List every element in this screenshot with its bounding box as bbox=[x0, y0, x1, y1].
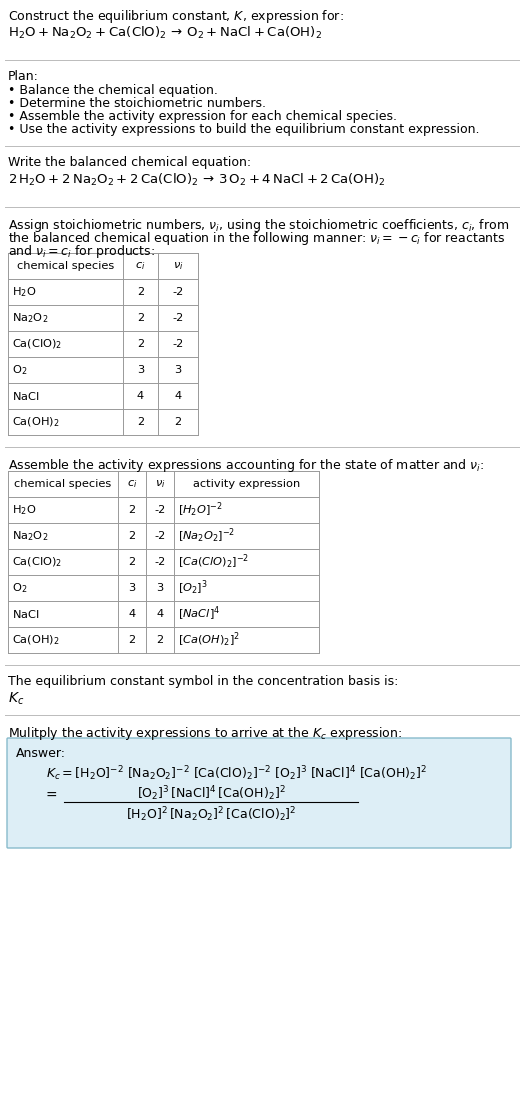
Text: • Assemble the activity expression for each chemical species.: • Assemble the activity expression for e… bbox=[8, 110, 397, 124]
Text: chemical species: chemical species bbox=[17, 261, 114, 271]
Text: $\mathdefault{2\,H_2O + 2\,Na_2O_2 + 2\,Ca(ClO)_2}$$\,\rightarrow\,$$\mathdefaul: $\mathdefault{2\,H_2O + 2\,Na_2O_2 + 2\,… bbox=[8, 172, 386, 189]
Text: 2: 2 bbox=[128, 557, 136, 567]
Text: 4: 4 bbox=[128, 609, 136, 619]
Text: 2: 2 bbox=[157, 635, 163, 645]
Text: $\nu_i$: $\nu_i$ bbox=[173, 260, 183, 272]
Text: Mulitply the activity expressions to arrive at the $K_c$ expression:: Mulitply the activity expressions to arr… bbox=[8, 725, 402, 742]
Text: 2: 2 bbox=[137, 313, 144, 323]
Text: $[Ca(ClO)_2]^{-2}$: $[Ca(ClO)_2]^{-2}$ bbox=[178, 553, 249, 571]
Text: 4: 4 bbox=[137, 390, 144, 401]
Text: $\mathdefault{H_2O}$: $\mathdefault{H_2O}$ bbox=[12, 503, 36, 517]
Text: $\mathdefault{Ca(ClO)_2}$: $\mathdefault{Ca(ClO)_2}$ bbox=[12, 555, 62, 569]
Text: 4: 4 bbox=[174, 390, 181, 401]
Text: $c_i$: $c_i$ bbox=[135, 260, 146, 272]
Text: Write the balanced chemical equation:: Write the balanced chemical equation: bbox=[8, 156, 251, 169]
Text: 3: 3 bbox=[137, 365, 144, 375]
Text: $K_c = [\mathrm{H_2O}]^{-2}$ $[\mathrm{Na_2O_2}]^{-2}$ $[\mathrm{Ca(ClO)_2}]^{-2: $K_c = [\mathrm{H_2O}]^{-2}$ $[\mathrm{N… bbox=[46, 764, 427, 783]
Text: -2: -2 bbox=[155, 557, 166, 567]
Text: $\mathdefault{Na_2O_2}$: $\mathdefault{Na_2O_2}$ bbox=[12, 529, 48, 543]
Text: $\nu_i$: $\nu_i$ bbox=[155, 478, 165, 490]
Text: Construct the equilibrium constant, $K$, expression for:: Construct the equilibrium constant, $K$,… bbox=[8, 8, 344, 25]
Text: $\mathdefault{Ca(OH)_2}$: $\mathdefault{Ca(OH)_2}$ bbox=[12, 415, 60, 429]
Text: $[NaCl]^4$: $[NaCl]^4$ bbox=[178, 604, 220, 623]
Text: $\mathdefault{H_2O + Na_2O_2 + Ca(ClO)_2}$$\,\rightarrow\,$$\mathdefault{O_2 + N: $\mathdefault{H_2O + Na_2O_2 + Ca(ClO)_2… bbox=[8, 25, 322, 41]
Text: $\mathdefault{O_2}$: $\mathdefault{O_2}$ bbox=[12, 581, 27, 595]
Text: 2: 2 bbox=[128, 505, 136, 515]
Text: the balanced chemical equation in the following manner: $\nu_i = -c_i$ for react: the balanced chemical equation in the fo… bbox=[8, 231, 506, 247]
Text: 2: 2 bbox=[137, 417, 144, 427]
Text: activity expression: activity expression bbox=[193, 479, 300, 489]
Text: Assemble the activity expressions accounting for the state of matter and $\nu_i$: Assemble the activity expressions accoun… bbox=[8, 457, 484, 474]
Text: chemical species: chemical species bbox=[14, 479, 112, 489]
Text: $\mathdefault{NaCl}$: $\mathdefault{NaCl}$ bbox=[12, 608, 40, 620]
Text: $\mathdefault{H_2O}$: $\mathdefault{H_2O}$ bbox=[12, 285, 36, 299]
Text: $[\mathrm{H_2O}]^2\,[\mathrm{Na_2O_2}]^2\,[\mathrm{Ca(ClO)_2}]^2$: $[\mathrm{H_2O}]^2\,[\mathrm{Na_2O_2}]^2… bbox=[126, 805, 296, 824]
Text: $[Ca(OH)_2]^2$: $[Ca(OH)_2]^2$ bbox=[178, 631, 240, 650]
Text: $\mathdefault{Na_2O_2}$: $\mathdefault{Na_2O_2}$ bbox=[12, 311, 48, 325]
Text: -2: -2 bbox=[155, 531, 166, 540]
Text: • Balance the chemical equation.: • Balance the chemical equation. bbox=[8, 84, 218, 97]
Text: -2: -2 bbox=[172, 339, 183, 349]
Text: 2: 2 bbox=[137, 339, 144, 349]
Text: 3: 3 bbox=[128, 583, 136, 593]
Text: $\mathdefault{Ca(OH)_2}$: $\mathdefault{Ca(OH)_2}$ bbox=[12, 633, 60, 646]
Text: 2: 2 bbox=[128, 635, 136, 645]
Text: 3: 3 bbox=[156, 583, 163, 593]
Text: $[H_2O]^{-2}$: $[H_2O]^{-2}$ bbox=[178, 501, 223, 520]
Text: -2: -2 bbox=[155, 505, 166, 515]
Text: Plan:: Plan: bbox=[8, 69, 39, 83]
Text: $c_i$: $c_i$ bbox=[127, 478, 137, 490]
Text: =: = bbox=[46, 789, 58, 803]
Text: Answer:: Answer: bbox=[16, 747, 66, 760]
Text: 2: 2 bbox=[174, 417, 181, 427]
Text: Assign stoichiometric numbers, $\nu_i$, using the stoichiometric coefficients, $: Assign stoichiometric numbers, $\nu_i$, … bbox=[8, 217, 509, 234]
Text: • Use the activity expressions to build the equilibrium constant expression.: • Use the activity expressions to build … bbox=[8, 124, 479, 136]
Text: -2: -2 bbox=[172, 313, 183, 323]
Text: and $\nu_i = c_i$ for products:: and $\nu_i = c_i$ for products: bbox=[8, 243, 155, 260]
FancyBboxPatch shape bbox=[7, 738, 511, 848]
Text: 4: 4 bbox=[157, 609, 163, 619]
Text: • Determine the stoichiometric numbers.: • Determine the stoichiometric numbers. bbox=[8, 97, 266, 110]
Text: $[O_2]^3$: $[O_2]^3$ bbox=[178, 579, 208, 597]
Text: 2: 2 bbox=[128, 531, 136, 540]
Text: 3: 3 bbox=[174, 365, 182, 375]
Text: $\mathdefault{NaCl}$: $\mathdefault{NaCl}$ bbox=[12, 390, 40, 401]
Text: $K_c$: $K_c$ bbox=[8, 690, 24, 707]
Text: $[\mathrm{O_2}]^3\,[\mathrm{NaCl}]^4\,[\mathrm{Ca(OH)_2}]^2$: $[\mathrm{O_2}]^3\,[\mathrm{NaCl}]^4\,[\… bbox=[137, 784, 286, 803]
Text: The equilibrium constant symbol in the concentration basis is:: The equilibrium constant symbol in the c… bbox=[8, 675, 398, 688]
Text: $[Na_2O_2]^{-2}$: $[Na_2O_2]^{-2}$ bbox=[178, 527, 235, 545]
Text: 2: 2 bbox=[137, 287, 144, 297]
Text: -2: -2 bbox=[172, 287, 183, 297]
Text: $\mathdefault{O_2}$: $\mathdefault{O_2}$ bbox=[12, 363, 27, 377]
Text: $\mathdefault{Ca(ClO)_2}$: $\mathdefault{Ca(ClO)_2}$ bbox=[12, 338, 62, 351]
